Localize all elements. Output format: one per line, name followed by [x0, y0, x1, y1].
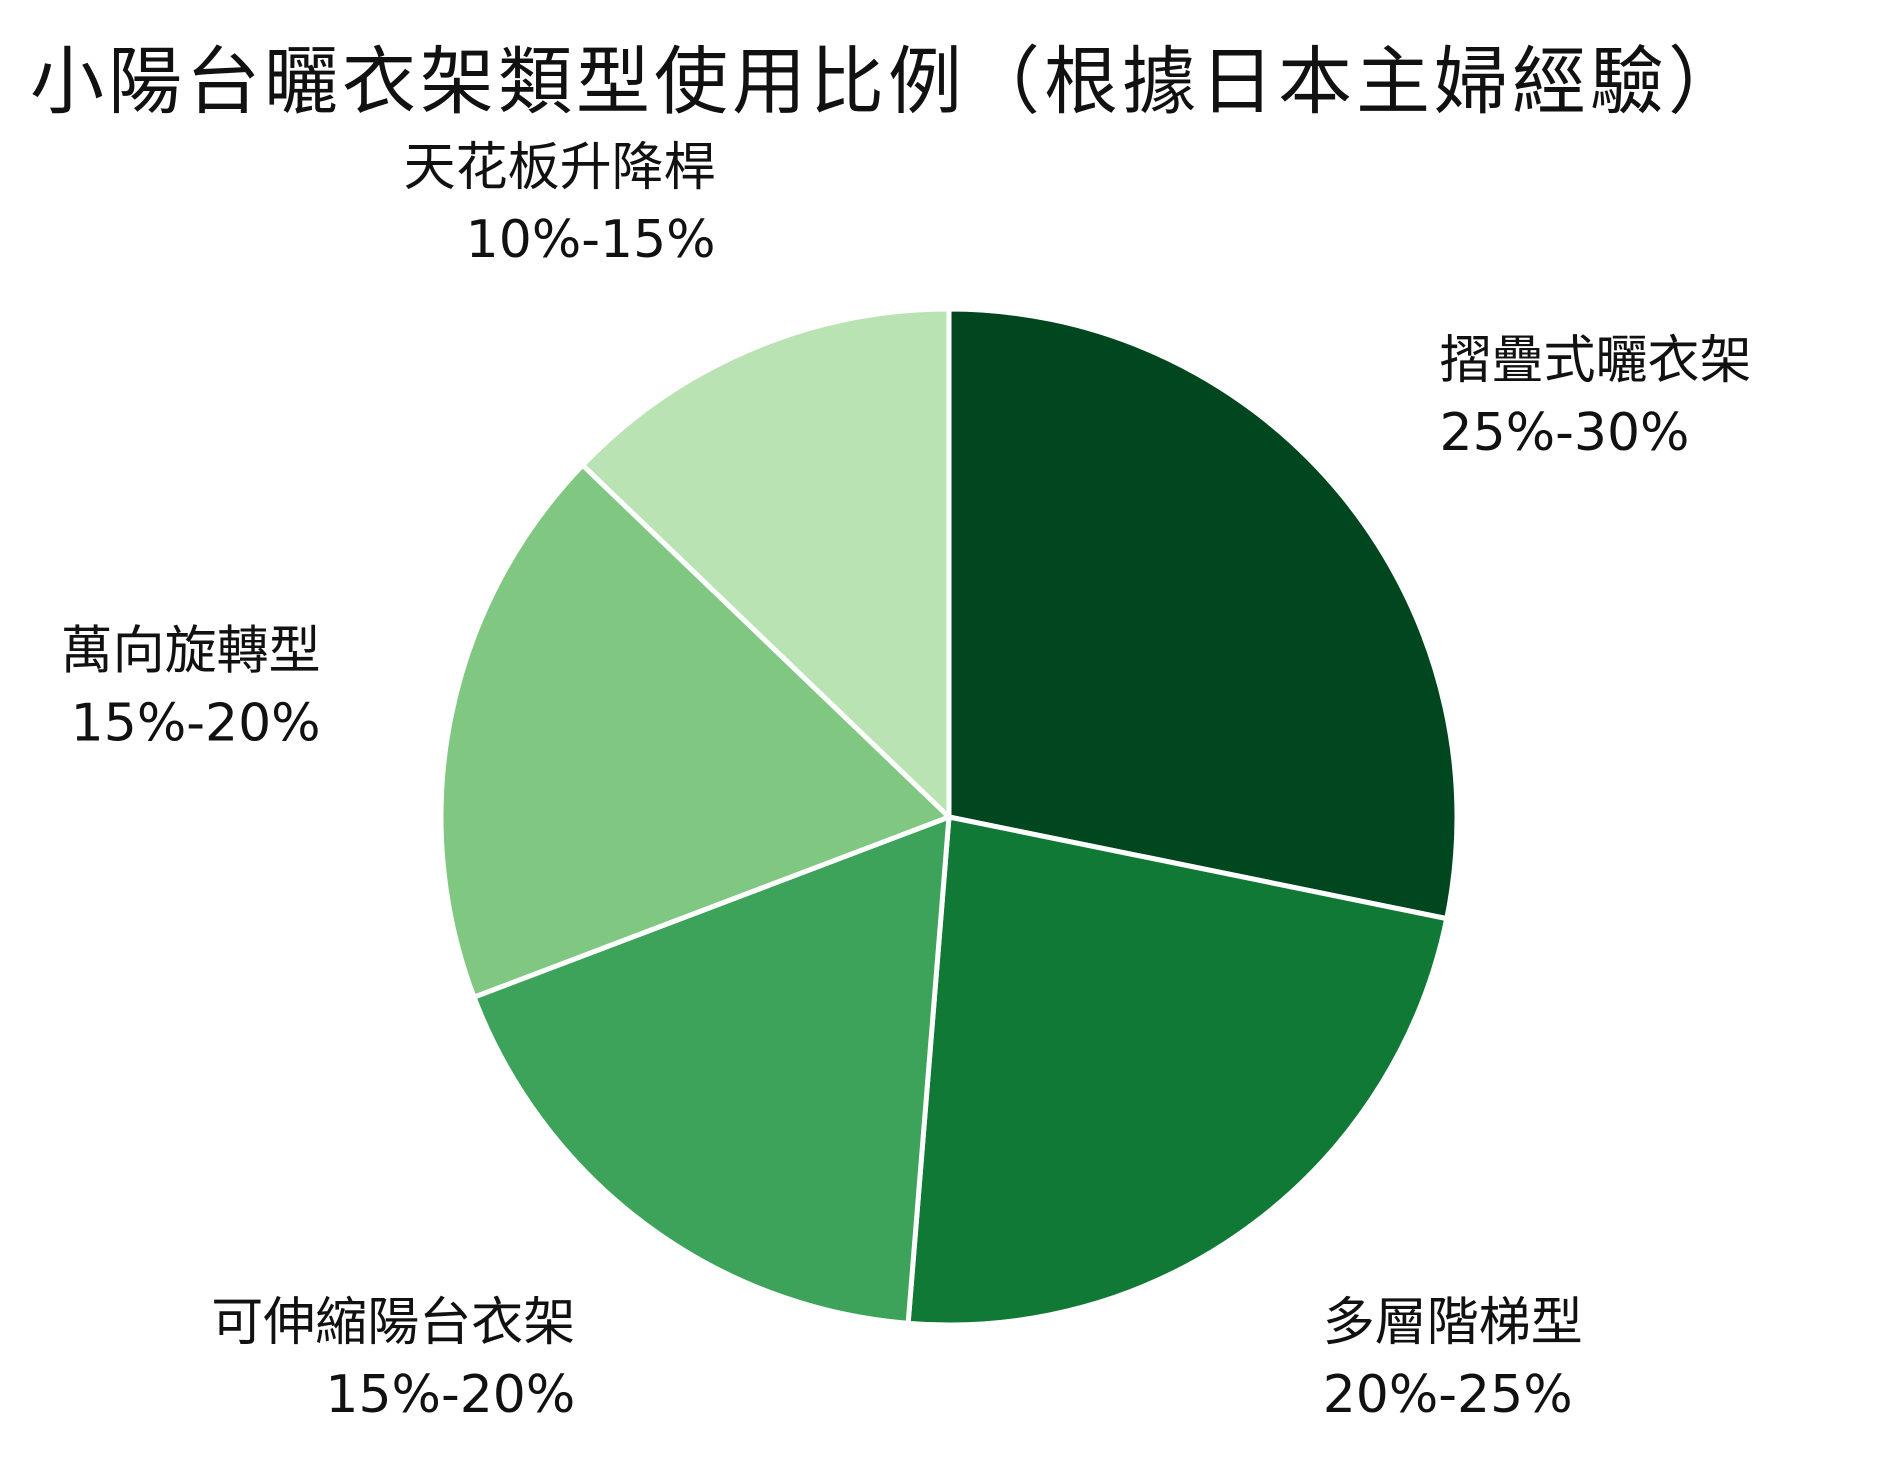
slice-label-value-3: 15%-20% — [325, 1365, 575, 1425]
slice-label-value-1: 25%-30% — [1440, 403, 1690, 463]
pie-slice-1 — [946, 306, 1460, 922]
slice-label-name-1: 摺疊式曬衣架 — [1440, 331, 1752, 391]
pie-slice-3 — [471, 814, 952, 1326]
slice-label-name-5: 天花板升降桿 — [404, 138, 716, 198]
pie-labels: 摺疊式曬衣架 25%-30% 多層階梯型 20%-25% 可伸縮陽台衣架 15%-20% 萬… — [61, 138, 1752, 1425]
pie-slice-2 — [905, 814, 1450, 1328]
chart-title: 小陽台曬衣架類型使用比例（根據日本主婦經驗） — [30, 39, 1746, 125]
slice-label-name-2: 多層階梯型 — [1323, 1293, 1583, 1353]
slice-label-name-4: 萬向旋轉型 — [61, 622, 321, 682]
slice-label-name-3: 可伸縮陽台衣架 — [211, 1293, 575, 1353]
slice-label-value-2: 20%-25% — [1323, 1365, 1573, 1425]
pie-slice-4 — [438, 462, 952, 1000]
slice-label-value-5: 10%-15% — [466, 210, 716, 270]
slice-label-value-4: 15%-20% — [71, 694, 321, 754]
pie-slices — [438, 306, 1460, 1328]
pie-slice-5 — [580, 306, 952, 820]
